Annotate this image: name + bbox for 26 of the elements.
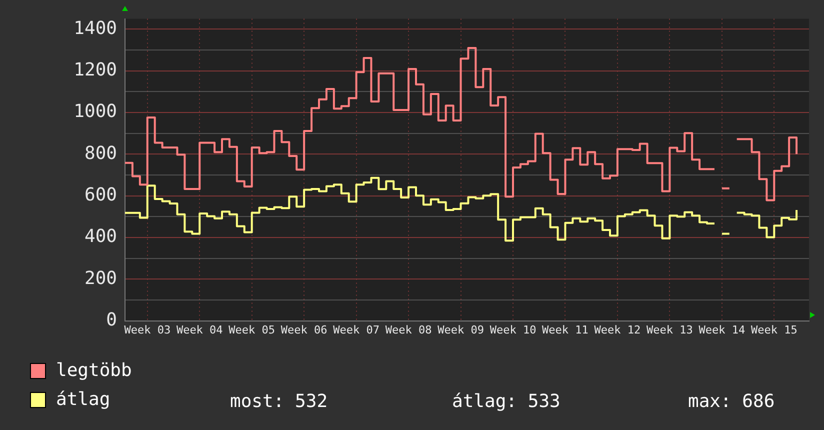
x-tick-label: Week 10	[490, 323, 536, 336]
x-tick-label: Week 12	[594, 323, 641, 336]
legend-label: átlag	[56, 389, 110, 410]
x-tick-label: Week 07	[333, 323, 380, 336]
y-tick-label: 1200	[74, 60, 117, 81]
x-tick-label: Week 03	[124, 323, 171, 336]
y-tick-label: 600	[84, 184, 117, 206]
x-tick-label: Week 08	[385, 323, 432, 336]
x-tick-label: Week 09	[438, 323, 484, 336]
text: max: 686	[688, 391, 775, 412]
x-tick-label: Week 13	[646, 323, 693, 336]
y-tick-label: 1400	[74, 18, 117, 39]
y-tick-label: 0	[106, 309, 117, 330]
y-tick-label: 1000	[74, 101, 117, 122]
y-tick-label: 400	[84, 226, 117, 248]
x-tick-label: Week 11	[542, 323, 588, 336]
text: átlag: 533	[452, 391, 560, 412]
x-tick-label: Week 15	[750, 323, 798, 336]
y-tick-label: 200	[84, 268, 117, 289]
x-tick-label: Week 04	[176, 323, 224, 336]
x-tick-label: Week 05	[228, 323, 276, 336]
text: most: 532	[230, 391, 328, 412]
x-tick-label: Week 06	[280, 323, 328, 336]
y-tick-label: 800	[84, 142, 117, 164]
legend-label: legtöbb	[56, 360, 132, 381]
x-tick-label: Week 14	[698, 323, 746, 336]
